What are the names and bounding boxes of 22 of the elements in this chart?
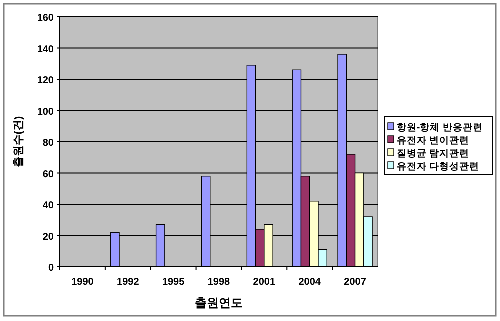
y-tick-label: 80 xyxy=(42,138,54,149)
x-tick-label: 1995 xyxy=(162,277,186,288)
y-tick-label: 0 xyxy=(48,263,54,274)
y-axis-title: 출원수(건) xyxy=(13,116,25,168)
x-tick-label: 1998 xyxy=(208,277,231,288)
y-tick-label: 100 xyxy=(37,106,54,118)
x-axis-title: 출원연도 xyxy=(195,296,243,310)
y-tick-label: 20 xyxy=(42,232,54,243)
legend-label: 항원-항체 반응관련 xyxy=(397,122,483,134)
y-tick-label: 120 xyxy=(37,76,54,86)
x-tick-label: 1990 xyxy=(72,277,94,288)
legend-label: 유전자 다형성관련 xyxy=(397,162,480,172)
x-tick-label: 1992 xyxy=(117,277,140,288)
y-tick-label: 140 xyxy=(37,44,54,56)
y-tick-label: 40 xyxy=(42,200,54,212)
legend-label: 유전자 변이관련 xyxy=(397,136,470,146)
x-tick-label: 2001 xyxy=(253,277,276,288)
x-tick-label: 2004 xyxy=(298,277,322,288)
y-tick-label: 160 xyxy=(37,13,54,24)
y-tick-label: 60 xyxy=(42,169,54,180)
legend-label: 질병균 탐지관련 xyxy=(397,148,470,160)
x-tick-label: 2007 xyxy=(344,277,367,288)
